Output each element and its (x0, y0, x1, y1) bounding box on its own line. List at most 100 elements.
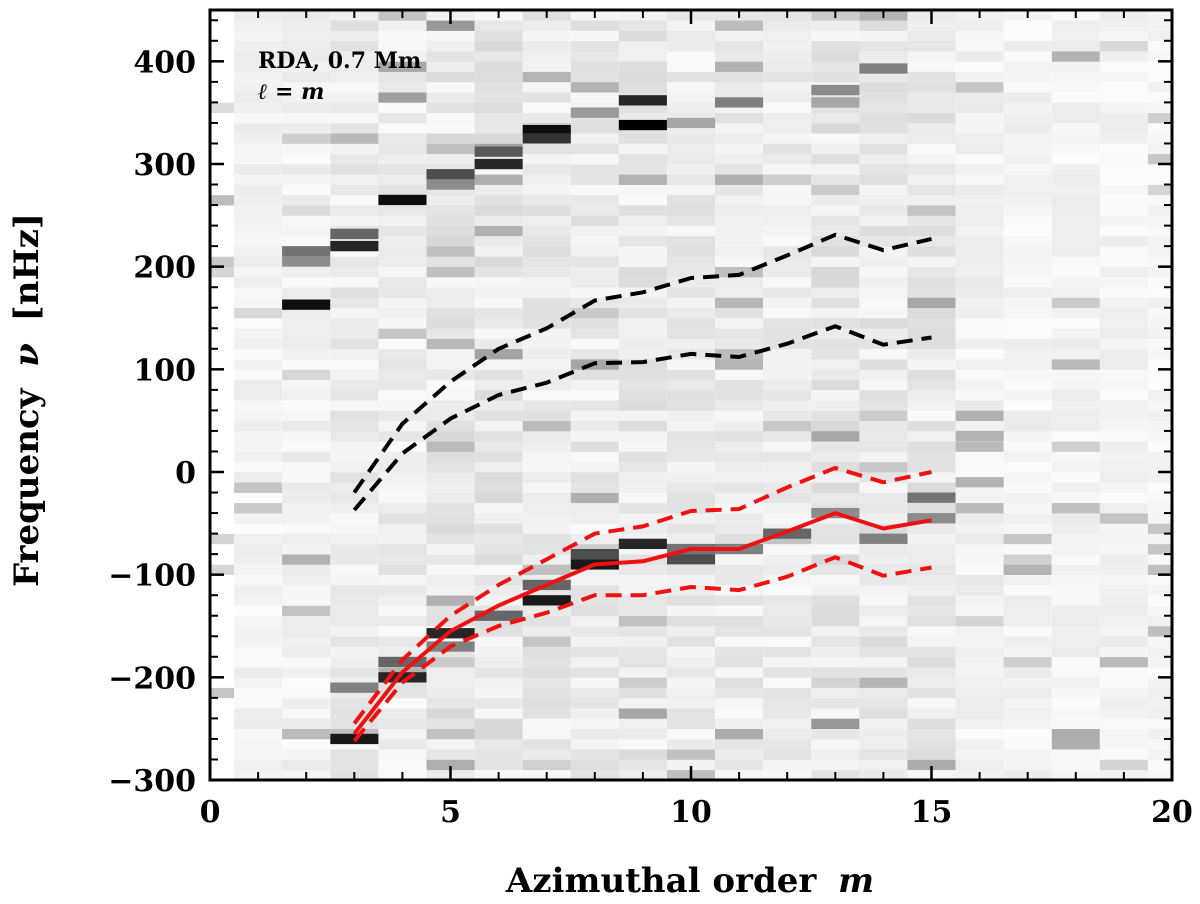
heatmap-cell (1099, 461, 1148, 473)
heatmap-cell (210, 677, 235, 688)
heatmap-cell (570, 420, 619, 432)
heatmap-cell (378, 728, 427, 740)
heatmap-cell (234, 359, 283, 370)
heatmap-cell (1147, 133, 1172, 144)
heatmap-cell (234, 184, 283, 196)
heatmap-cell (234, 595, 283, 606)
heatmap-cell (378, 595, 427, 606)
heatmap-cell (474, 164, 523, 175)
heatmap-cell (955, 513, 1004, 524)
heatmap-cell (618, 482, 667, 493)
heatmap-cell (618, 102, 667, 113)
heatmap-cell (210, 410, 235, 421)
heatmap-cell (378, 81, 427, 93)
heatmap-peak (618, 95, 667, 106)
heatmap-cell (955, 615, 1004, 627)
heatmap-cell (618, 749, 667, 760)
heatmap-cell (811, 30, 860, 42)
heatmap-cell (955, 420, 1004, 432)
heatmap-cell (1099, 174, 1148, 185)
heatmap-cell (1099, 184, 1148, 196)
heatmap-cell (426, 338, 475, 350)
heatmap-cell (1051, 605, 1100, 617)
heatmap-cell (234, 71, 283, 83)
heatmap-cell (330, 656, 379, 668)
heatmap-cell (1003, 626, 1052, 637)
heatmap-cell (570, 574, 619, 586)
heatmap-cell (474, 338, 523, 350)
heatmap-cell (570, 533, 619, 545)
heatmap-cell (1099, 379, 1148, 391)
heatmap-cell (715, 122, 764, 134)
heatmap-cell (378, 472, 427, 483)
heatmap-cell (210, 697, 235, 709)
heatmap-cell (618, 133, 667, 144)
heatmap-cell (907, 687, 956, 699)
heatmap-cell (811, 420, 860, 432)
heatmap-cell (1051, 482, 1100, 493)
heatmap-cell (522, 359, 571, 370)
heatmap-cell (1099, 81, 1148, 93)
heatmap-cell (426, 225, 475, 237)
heatmap-cell (715, 246, 764, 257)
heatmap-cell (378, 574, 427, 586)
heatmap-cell (667, 30, 716, 42)
heatmap-cell (522, 533, 571, 545)
heatmap-cell (282, 564, 331, 575)
heatmap-cell (570, 81, 619, 93)
heatmap-cell (1003, 389, 1052, 401)
heatmap-cell (474, 225, 523, 237)
heatmap-cell (955, 574, 1004, 586)
heatmap-cell (234, 502, 283, 514)
heatmap-cell (1003, 359, 1052, 370)
heatmap-cell (1051, 759, 1100, 771)
heatmap-cell (474, 584, 523, 596)
heatmap-cell (1099, 564, 1148, 575)
heatmap-cell (859, 605, 908, 617)
heatmap-cell (1003, 533, 1052, 545)
heatmap-cell (1003, 338, 1052, 350)
heatmap-cell (907, 605, 956, 617)
heatmap-cell (378, 40, 427, 52)
heatmap-cell (763, 164, 812, 175)
heatmap-cell (234, 615, 283, 627)
heatmap-cell (618, 738, 667, 750)
heatmap-cell (330, 646, 379, 658)
heatmap-cell (907, 246, 956, 257)
heatmap-cell (474, 451, 523, 463)
heatmap-cell (1147, 595, 1172, 606)
heatmap-cell (618, 728, 667, 740)
heatmap-cell (426, 749, 475, 760)
heatmap-cell (811, 61, 860, 72)
heatmap-cell (378, 276, 427, 288)
heatmap-cell (907, 184, 956, 196)
heatmap-cell (474, 61, 523, 72)
heatmap-cell (859, 256, 908, 267)
heatmap-cell (426, 656, 475, 668)
heatmap-cell (1003, 482, 1052, 493)
heatmap-cell (763, 174, 812, 185)
heatmap-cell (1003, 687, 1052, 699)
heatmap-cell (1147, 656, 1172, 668)
heatmap-cell (618, 759, 667, 771)
heatmap-cell (378, 626, 427, 637)
heatmap-cell (859, 502, 908, 514)
heatmap-cell (1003, 656, 1052, 668)
heatmap-cell (907, 441, 956, 452)
heatmap-cell (522, 738, 571, 750)
heatmap-cell (570, 656, 619, 668)
heatmap-cell (715, 451, 764, 463)
heatmap-cell (907, 287, 956, 298)
heatmap-cell (210, 533, 235, 545)
heatmap-cell (859, 215, 908, 226)
heatmap-cell (330, 164, 379, 175)
heatmap-cell (1147, 410, 1172, 421)
heatmap-cell (1051, 143, 1100, 155)
heatmap-cell (859, 184, 908, 196)
heatmap-cell (859, 164, 908, 175)
heatmap-cell (1003, 369, 1052, 380)
heatmap-cell (1147, 554, 1172, 565)
heatmap-cell (522, 328, 571, 339)
heatmap-cell (1099, 369, 1148, 380)
heatmap-cell (618, 718, 667, 729)
